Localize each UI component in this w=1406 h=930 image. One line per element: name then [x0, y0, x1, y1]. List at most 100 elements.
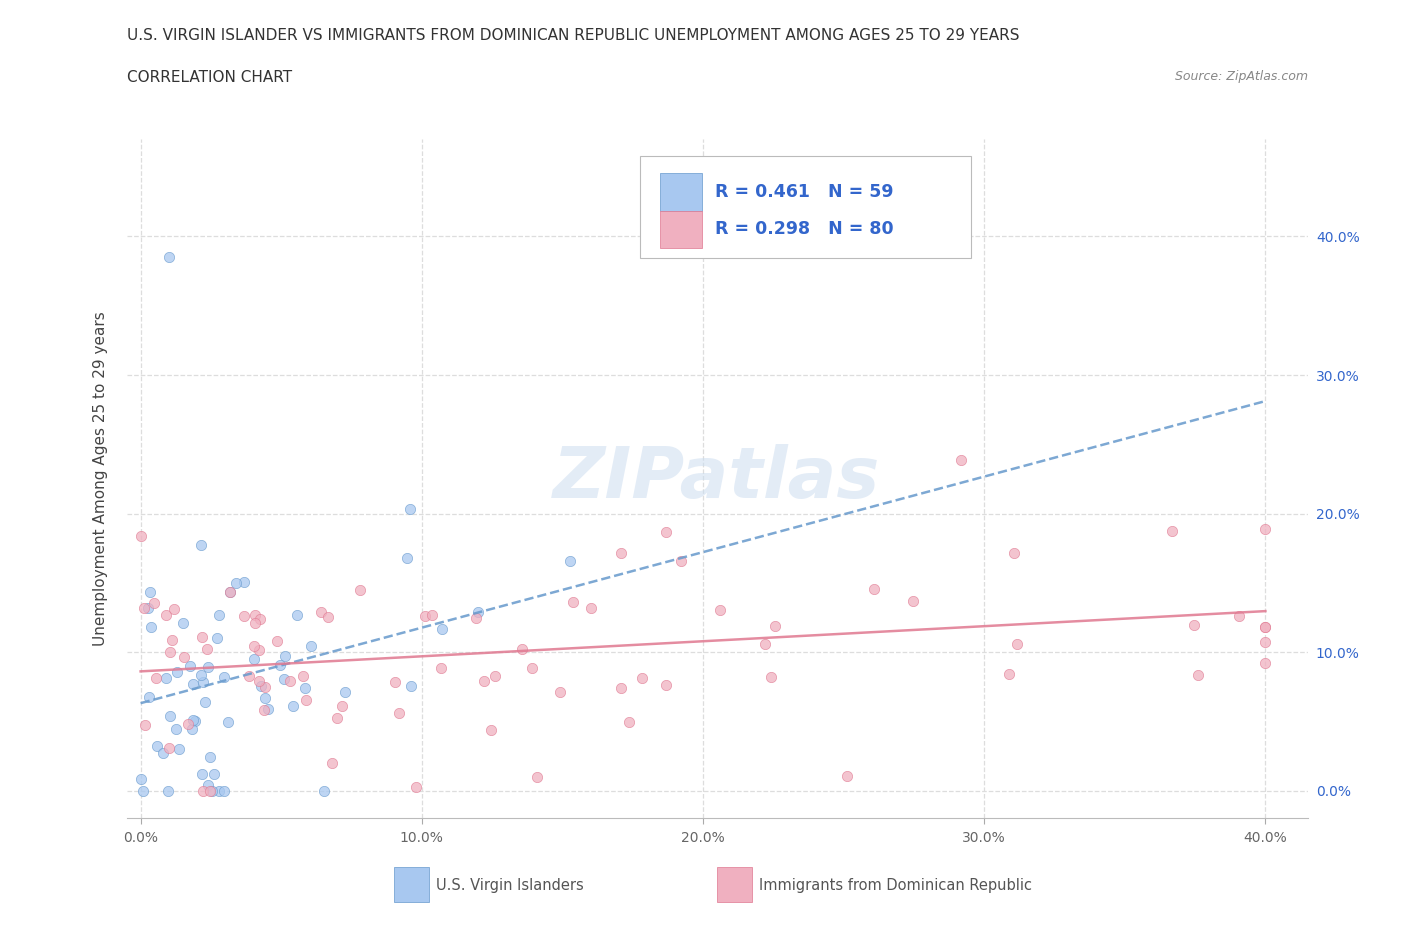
Point: [1227, 608, 1250, 623]
Point: [225, 576, 247, 591]
FancyBboxPatch shape: [640, 156, 972, 259]
Point: [526, 770, 548, 785]
Point: [763, 618, 786, 633]
Point: [285, 608, 308, 623]
Text: R = 0.298   N = 80: R = 0.298 N = 80: [714, 220, 893, 238]
Point: [321, 755, 343, 770]
Point: [467, 604, 489, 619]
Point: [141, 619, 163, 634]
Point: [335, 684, 357, 699]
Point: [247, 673, 270, 688]
Point: [132, 783, 155, 798]
Point: [1254, 619, 1277, 634]
Point: [1254, 620, 1277, 635]
Point: [430, 661, 453, 676]
Point: [208, 783, 231, 798]
Point: [198, 750, 221, 764]
Text: Immigrants from Dominican Republic: Immigrants from Dominican Republic: [759, 878, 1032, 893]
Text: R = 0.461   N = 59: R = 0.461 N = 59: [714, 183, 893, 202]
Point: [269, 658, 291, 672]
Point: [253, 702, 276, 717]
Point: [138, 689, 160, 704]
Point: [384, 674, 406, 689]
Text: U.S. VIRGIN ISLANDER VS IMMIGRANTS FROM DOMINICAN REPUBLIC UNEMPLOYMENT AMONG AG: U.S. VIRGIN ISLANDER VS IMMIGRANTS FROM …: [127, 28, 1019, 43]
Point: [396, 551, 419, 565]
Point: [194, 694, 217, 709]
Point: [129, 529, 152, 544]
Point: [198, 783, 221, 798]
Point: [165, 722, 187, 737]
Point: [191, 766, 214, 781]
Point: [155, 608, 177, 623]
Point: [464, 611, 486, 626]
Point: [233, 608, 256, 623]
Point: [330, 699, 353, 714]
Point: [257, 701, 280, 716]
Point: [190, 668, 212, 683]
Point: [181, 676, 204, 691]
Point: [219, 585, 242, 600]
Point: [1254, 634, 1277, 649]
Point: [157, 250, 180, 265]
Point: [472, 673, 495, 688]
Point: [266, 633, 288, 648]
Point: [610, 681, 633, 696]
Point: [558, 553, 581, 568]
Point: [326, 711, 349, 725]
Point: [179, 658, 201, 673]
Point: [998, 667, 1021, 682]
Point: [484, 669, 506, 684]
Point: [200, 783, 222, 798]
Point: [219, 584, 242, 599]
Point: [548, 684, 571, 699]
Point: [291, 669, 314, 684]
Point: [159, 709, 181, 724]
Point: [243, 607, 266, 622]
Point: [349, 582, 371, 597]
Point: [654, 677, 676, 692]
Y-axis label: Unemployment Among Ages 25 to 29 years: Unemployment Among Ages 25 to 29 years: [93, 312, 108, 646]
Point: [143, 596, 166, 611]
Point: [1005, 637, 1028, 652]
Point: [520, 660, 543, 675]
Point: [138, 585, 160, 600]
Point: [145, 738, 167, 753]
Point: [181, 712, 204, 727]
Point: [479, 723, 502, 737]
Point: [254, 680, 277, 695]
Point: [177, 716, 200, 731]
Point: [312, 783, 335, 798]
Point: [1254, 522, 1277, 537]
Point: [212, 669, 235, 684]
Point: [172, 616, 194, 631]
Point: [1160, 524, 1182, 538]
Point: [232, 575, 254, 590]
Text: Source: ZipAtlas.com: Source: ZipAtlas.com: [1174, 70, 1308, 83]
Point: [901, 594, 924, 609]
Point: [399, 502, 422, 517]
Point: [1254, 656, 1277, 671]
Point: [195, 642, 218, 657]
Point: [1002, 546, 1025, 561]
Point: [180, 722, 202, 737]
Point: [134, 600, 156, 615]
Point: [510, 642, 533, 657]
Point: [250, 678, 273, 693]
Point: [197, 660, 219, 675]
Point: [136, 601, 159, 616]
Point: [655, 525, 678, 539]
Point: [294, 681, 316, 696]
Point: [631, 671, 654, 685]
Point: [581, 601, 603, 616]
Bar: [661, 173, 702, 211]
Point: [212, 783, 235, 798]
Point: [183, 713, 205, 728]
Point: [669, 553, 692, 568]
Point: [309, 604, 332, 619]
Point: [191, 630, 214, 644]
Point: [145, 671, 167, 685]
Bar: [661, 211, 702, 248]
Point: [759, 670, 782, 684]
Point: [610, 545, 633, 560]
Point: [238, 668, 260, 683]
